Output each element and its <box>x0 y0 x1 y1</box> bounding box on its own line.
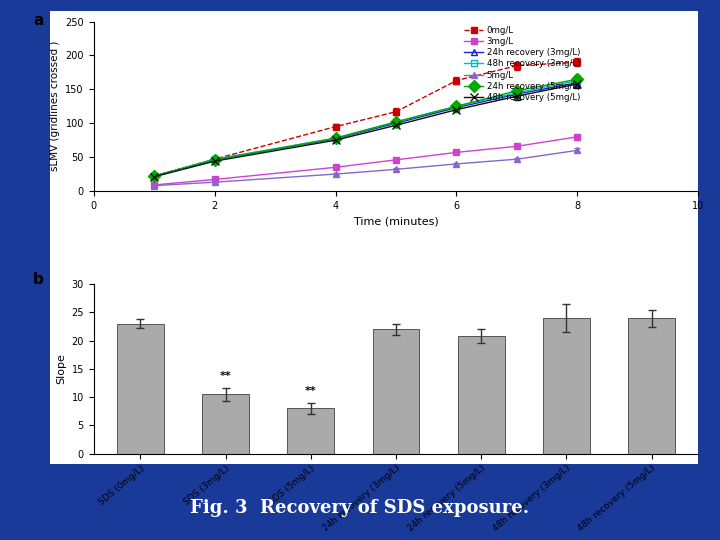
Text: **: ** <box>220 371 232 381</box>
Text: a: a <box>33 13 43 28</box>
Bar <box>117 323 164 454</box>
Bar <box>287 408 334 454</box>
Bar <box>202 394 249 454</box>
Y-axis label: Slope: Slope <box>56 354 66 384</box>
Bar <box>628 318 675 454</box>
Text: **: ** <box>305 386 317 396</box>
Bar <box>458 336 505 454</box>
Bar <box>372 329 420 454</box>
Bar <box>543 318 590 454</box>
Text: Fig. 3  Recovery of SDS exposure.: Fig. 3 Recovery of SDS exposure. <box>190 498 530 517</box>
Legend: 0mg/L, 3mg/L, 24h recovery (3mg/L), 48h recovery (3mg/L), 5mg/L, 24h recovery (5: 0mg/L, 3mg/L, 24h recovery (3mg/L), 48h … <box>461 23 583 105</box>
X-axis label: Time (minutes): Time (minutes) <box>354 217 438 226</box>
Y-axis label: sLMV (gridlines crossed ): sLMV (gridlines crossed ) <box>50 41 60 172</box>
Text: b: b <box>33 272 44 287</box>
